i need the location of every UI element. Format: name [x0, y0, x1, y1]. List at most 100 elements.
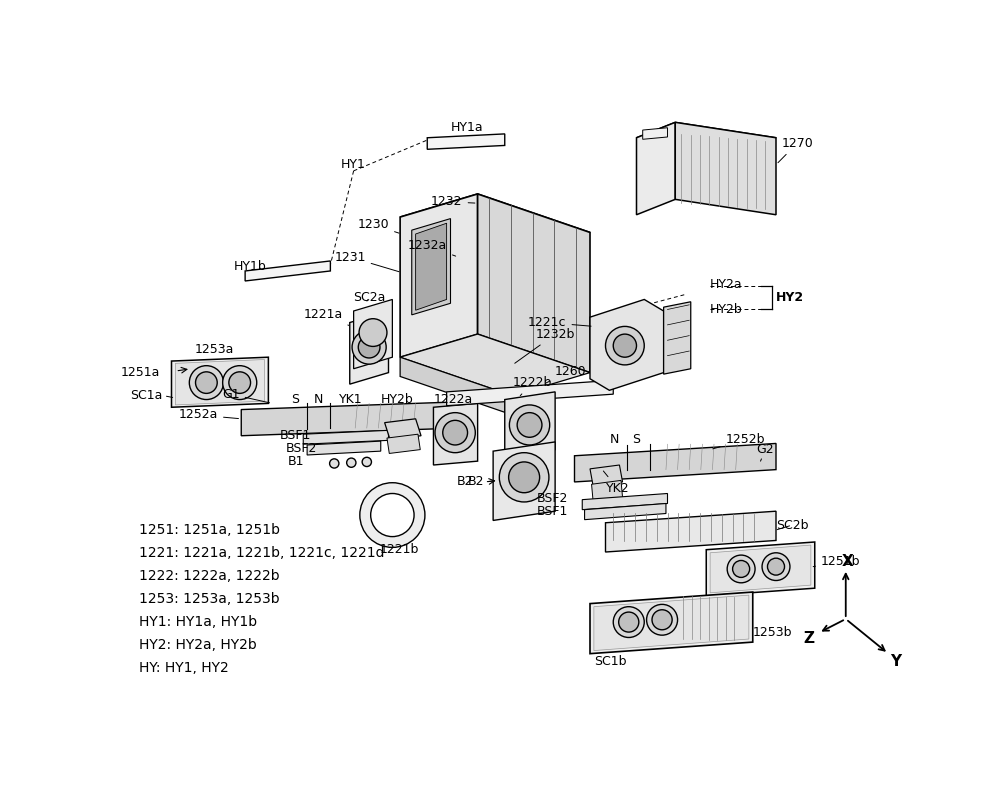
Polygon shape	[637, 122, 776, 153]
Text: S: S	[633, 433, 640, 446]
Polygon shape	[675, 122, 776, 215]
Text: HY1: HY1a, HY1b: HY1: HY1a, HY1b	[139, 615, 257, 629]
Circle shape	[371, 494, 414, 537]
Text: 1251b: 1251b	[813, 555, 860, 568]
Circle shape	[347, 458, 356, 467]
Text: SC1b: SC1b	[594, 655, 626, 668]
Circle shape	[362, 457, 371, 467]
Polygon shape	[574, 444, 776, 482]
Text: B2: B2	[457, 475, 474, 488]
Text: Z: Z	[803, 630, 814, 646]
Text: 1253b: 1253b	[753, 626, 792, 639]
Text: BSF2: BSF2	[537, 492, 568, 506]
Circle shape	[229, 372, 251, 394]
Circle shape	[767, 558, 785, 575]
Text: 1252a: 1252a	[179, 409, 238, 421]
Text: N: N	[314, 393, 323, 406]
Circle shape	[613, 607, 644, 638]
Circle shape	[517, 413, 542, 437]
Polygon shape	[400, 194, 590, 255]
Text: X: X	[842, 554, 854, 568]
Circle shape	[189, 366, 223, 400]
Text: 1221b: 1221b	[379, 543, 419, 556]
Text: HY1: HY1	[341, 158, 366, 171]
Polygon shape	[606, 511, 776, 552]
Text: 1221: 1221a, 1221b, 1221c, 1221d: 1221: 1221a, 1221b, 1221c, 1221d	[139, 546, 384, 560]
Polygon shape	[590, 300, 664, 390]
Polygon shape	[387, 434, 420, 453]
Text: HY2b: HY2b	[381, 393, 414, 406]
Text: 1232b: 1232b	[515, 328, 575, 363]
Text: HY2: HY2a, HY2b: HY2: HY2a, HY2b	[139, 638, 257, 652]
Circle shape	[330, 459, 339, 468]
Circle shape	[619, 612, 639, 632]
Text: G1: G1	[222, 388, 270, 403]
Circle shape	[360, 483, 425, 548]
Text: 1252b: 1252b	[713, 433, 765, 449]
Text: S: S	[292, 393, 300, 406]
Polygon shape	[478, 194, 590, 373]
Polygon shape	[172, 357, 268, 407]
Text: 1222: 1222a, 1222b: 1222: 1222a, 1222b	[139, 569, 280, 583]
Text: 1232: 1232	[431, 195, 475, 208]
Text: 1232a: 1232a	[408, 239, 456, 256]
Text: HY1b: HY1b	[234, 260, 266, 273]
Text: 1253: 1253a, 1253b: 1253: 1253a, 1253b	[139, 592, 280, 606]
Text: BSF1: BSF1	[537, 505, 568, 518]
Polygon shape	[710, 545, 811, 593]
Polygon shape	[505, 392, 555, 457]
Text: 1251a: 1251a	[120, 366, 160, 379]
Polygon shape	[706, 542, 815, 596]
Polygon shape	[307, 441, 381, 455]
Polygon shape	[493, 442, 555, 521]
Circle shape	[762, 553, 790, 580]
Polygon shape	[400, 334, 590, 396]
Polygon shape	[582, 494, 668, 510]
Polygon shape	[400, 194, 478, 357]
Text: HY2b: HY2b	[710, 303, 743, 316]
Circle shape	[359, 319, 387, 347]
Circle shape	[196, 372, 217, 394]
Text: HY2a: HY2a	[710, 277, 743, 290]
Polygon shape	[433, 403, 478, 465]
Polygon shape	[400, 357, 512, 415]
Circle shape	[647, 604, 678, 635]
Polygon shape	[412, 219, 450, 315]
Text: YK2: YK2	[603, 471, 629, 494]
Polygon shape	[447, 380, 613, 405]
Circle shape	[733, 560, 750, 577]
Circle shape	[223, 366, 257, 400]
Text: 1253a: 1253a	[195, 343, 234, 356]
Polygon shape	[303, 430, 388, 444]
Text: HY: HY1, HY2: HY: HY1, HY2	[139, 661, 229, 675]
Text: BSF2: BSF2	[286, 441, 318, 455]
Text: YK1: YK1	[339, 393, 363, 406]
Circle shape	[727, 555, 755, 583]
Polygon shape	[416, 223, 447, 310]
Text: 1270: 1270	[778, 137, 813, 163]
Text: 1222b: 1222b	[512, 376, 552, 396]
Circle shape	[443, 421, 468, 445]
Text: 1222a: 1222a	[433, 393, 473, 406]
Polygon shape	[643, 128, 668, 139]
Polygon shape	[245, 261, 330, 281]
Circle shape	[358, 336, 380, 358]
Polygon shape	[637, 122, 675, 215]
Polygon shape	[590, 465, 623, 486]
Text: 1251: 1251a, 1251b: 1251: 1251a, 1251b	[139, 523, 280, 537]
Polygon shape	[592, 480, 623, 501]
Text: 1221c: 1221c	[528, 316, 591, 329]
Circle shape	[509, 462, 540, 493]
Circle shape	[352, 330, 386, 364]
Polygon shape	[175, 359, 264, 405]
Polygon shape	[241, 401, 458, 436]
Text: HY1a: HY1a	[450, 122, 483, 134]
Polygon shape	[594, 595, 749, 650]
Text: 1230: 1230	[358, 219, 399, 233]
Text: Y: Y	[891, 653, 902, 669]
Text: B1: B1	[288, 456, 304, 468]
Polygon shape	[427, 134, 505, 149]
Circle shape	[652, 610, 672, 630]
Text: 1260: 1260	[546, 365, 587, 383]
Text: BSF1: BSF1	[280, 429, 311, 442]
